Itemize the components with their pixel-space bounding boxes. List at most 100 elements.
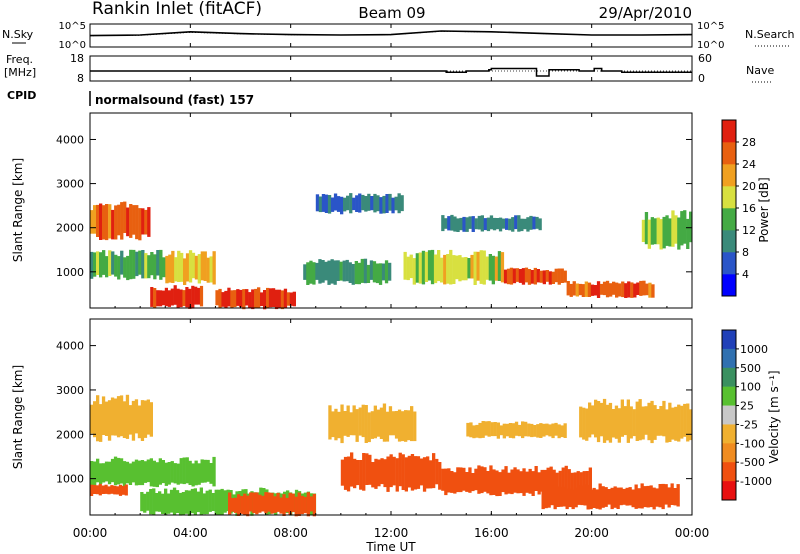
heat-cell bbox=[125, 394, 130, 439]
heat-cell bbox=[471, 473, 475, 492]
heat-cell bbox=[182, 290, 186, 307]
heat-cell bbox=[291, 493, 295, 512]
heat-cell bbox=[510, 469, 514, 495]
heat-cell bbox=[376, 409, 380, 437]
heat-cell bbox=[535, 216, 539, 229]
heat-cell bbox=[121, 485, 125, 495]
heat-cell bbox=[502, 218, 506, 229]
heat-cell bbox=[358, 407, 362, 436]
heat-cell bbox=[327, 195, 332, 214]
heat-cell bbox=[542, 423, 546, 437]
heat-cell bbox=[649, 485, 653, 508]
heat-cell bbox=[164, 488, 168, 516]
heat-cell bbox=[578, 283, 582, 296]
heat-cell bbox=[646, 485, 650, 508]
heat-cell bbox=[102, 250, 106, 275]
heat-cell bbox=[251, 289, 255, 310]
heat-cell bbox=[596, 401, 601, 443]
heat-cell bbox=[629, 406, 633, 439]
heat-cell bbox=[367, 412, 371, 443]
heat-cell bbox=[494, 256, 499, 281]
heat-cell bbox=[500, 252, 505, 283]
heat-cell bbox=[461, 257, 465, 281]
velocity-colorbar-swatch bbox=[722, 330, 736, 350]
heat-cell bbox=[143, 400, 148, 438]
heat-cell bbox=[415, 253, 419, 283]
heat-cell bbox=[191, 285, 195, 309]
heat-cell bbox=[571, 489, 575, 510]
heat-cell bbox=[377, 459, 381, 487]
heat-cell bbox=[185, 253, 190, 282]
heat-cell bbox=[585, 471, 589, 491]
heat-cell bbox=[164, 462, 168, 486]
heat-cell bbox=[99, 252, 103, 278]
heat-cell bbox=[334, 408, 338, 441]
heat-cell bbox=[113, 456, 118, 486]
heat-cell bbox=[437, 250, 441, 282]
heat-cell bbox=[140, 460, 145, 486]
heat-cell bbox=[380, 458, 384, 485]
heat-cell bbox=[453, 216, 457, 232]
heat-cell bbox=[184, 490, 189, 514]
heat-cell bbox=[468, 467, 472, 493]
heat-cell bbox=[545, 270, 549, 282]
heat-cell bbox=[321, 194, 326, 212]
heat-cell bbox=[327, 260, 331, 285]
heat-cell bbox=[560, 268, 564, 283]
heat-cell bbox=[90, 461, 94, 486]
heat-cell bbox=[446, 254, 450, 284]
heat-cell bbox=[315, 194, 320, 212]
heat-cell bbox=[233, 290, 237, 308]
y-tick-label: 4000 bbox=[56, 340, 84, 353]
heat-cell bbox=[404, 410, 408, 442]
heat-cell bbox=[429, 460, 433, 489]
heat-cell bbox=[333, 193, 338, 211]
heat-cell bbox=[653, 405, 657, 440]
power-colorbar-tick-label: 4 bbox=[742, 268, 749, 281]
power-colorbar-tick-label: 24 bbox=[742, 158, 756, 171]
heat-cell bbox=[480, 215, 484, 232]
heat-cell bbox=[361, 194, 365, 211]
heat-cell bbox=[336, 260, 340, 281]
heat-cell bbox=[525, 471, 529, 493]
heat-cell bbox=[395, 458, 399, 492]
heat-cell bbox=[119, 395, 124, 437]
heat-region-9 bbox=[579, 398, 693, 444]
heat-cell bbox=[517, 424, 522, 437]
velocity-colorbar-swatch bbox=[722, 481, 736, 501]
heat-cell bbox=[397, 409, 402, 442]
heat-cell bbox=[209, 463, 213, 484]
heat-cell bbox=[345, 259, 349, 282]
heat-cell bbox=[124, 484, 128, 496]
heat-cell bbox=[147, 207, 151, 237]
heat-cell bbox=[353, 458, 357, 489]
heat-cell bbox=[432, 453, 436, 489]
heat-cell bbox=[116, 486, 120, 495]
heat-cell bbox=[628, 487, 632, 506]
heat-cell bbox=[403, 251, 407, 280]
heat-cell bbox=[486, 217, 491, 232]
heat-cell bbox=[506, 268, 511, 285]
heat-cell bbox=[652, 487, 656, 510]
heat-cell bbox=[508, 218, 512, 231]
heat-cell bbox=[658, 484, 662, 508]
heat-cell bbox=[384, 260, 389, 284]
heat-cell bbox=[214, 489, 218, 515]
velocity-colorbar-tick-label: -100 bbox=[740, 437, 765, 450]
heat-cell bbox=[449, 249, 453, 285]
heat-cell bbox=[161, 290, 166, 306]
heat-cell bbox=[602, 281, 607, 296]
heat-cell bbox=[670, 483, 674, 505]
heat-cell bbox=[220, 488, 224, 516]
heat-cell bbox=[619, 487, 623, 506]
heat-cell bbox=[161, 460, 165, 484]
heat-cell bbox=[191, 252, 196, 279]
heat-cell bbox=[509, 267, 514, 285]
heat-cell bbox=[389, 454, 393, 488]
heat-cell bbox=[655, 488, 659, 507]
heat-cell bbox=[641, 219, 646, 242]
heat-cell bbox=[282, 494, 286, 516]
heat-cell bbox=[254, 288, 258, 309]
heat-cell bbox=[665, 215, 669, 246]
heat-cell bbox=[611, 409, 616, 438]
